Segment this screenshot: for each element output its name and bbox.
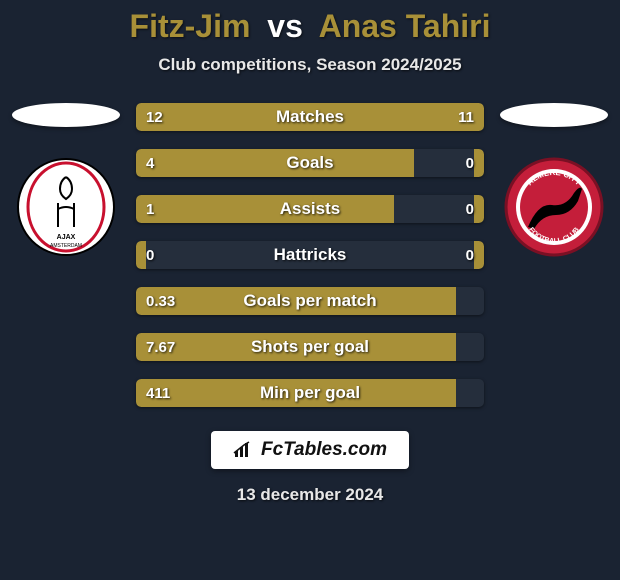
stat-row: 7.67Shots per goal xyxy=(136,333,484,361)
stat-bar-right xyxy=(317,103,484,131)
stat-row: 4Goals0 xyxy=(136,149,484,177)
main-content: AJAX AMSTERDAM 12Matches11 4Goals0 1Assist… xyxy=(0,103,620,407)
almere-city-badge-icon: ALMERE CITY FOOTBALL CLUB xyxy=(504,157,604,257)
left-club-badge: AJAX AMSTERDAM xyxy=(16,157,116,257)
right-club-badge: ALMERE CITY FOOTBALL CLUB xyxy=(504,157,604,257)
ajax-badge-icon: AJAX AMSTERDAM xyxy=(16,157,116,257)
right-country-flag xyxy=(500,103,608,127)
svg-text:AMSTERDAM: AMSTERDAM xyxy=(50,243,82,249)
left-country-flag xyxy=(12,103,120,127)
player2-name: Anas Tahiri xyxy=(319,8,491,44)
stats-column: 12Matches11 4Goals0 1Assists0 0Hattricks0 0.… xyxy=(136,103,484,407)
stat-row: 1Assists0 xyxy=(136,195,484,223)
stat-bar-left xyxy=(136,103,317,131)
stat-bar-left xyxy=(136,287,456,315)
stat-bar-right xyxy=(474,149,484,177)
stat-row: 0.33Goals per match xyxy=(136,287,484,315)
stat-bar-right xyxy=(474,195,484,223)
stat-row: 0Hattricks0 xyxy=(136,241,484,269)
right-side: ALMERE CITY FOOTBALL CLUB xyxy=(494,103,614,257)
date-text: 13 december 2024 xyxy=(237,485,384,505)
player1-name: Fitz-Jim xyxy=(130,8,251,44)
comparison-title: Fitz-Jim vs Anas Tahiri xyxy=(0,8,620,45)
stat-bar-left xyxy=(136,195,394,223)
svg-text:AJAX: AJAX xyxy=(57,234,76,241)
vs-text: vs xyxy=(267,8,303,44)
stat-row: 12Matches11 xyxy=(136,103,484,131)
stat-bar-left xyxy=(136,379,456,407)
subtitle: Club competitions, Season 2024/2025 xyxy=(0,55,620,75)
left-side: AJAX AMSTERDAM xyxy=(6,103,126,257)
stat-bar-right xyxy=(474,241,484,269)
stat-bar-left xyxy=(136,333,456,361)
stat-label: Hattricks xyxy=(136,241,484,269)
bar-chart-icon xyxy=(233,441,255,459)
brand-text: FcTables.com xyxy=(261,439,387,461)
brand-box[interactable]: FcTables.com xyxy=(211,431,409,469)
footer: FcTables.com 13 december 2024 xyxy=(0,431,620,505)
stat-bar-left xyxy=(136,241,146,269)
stat-bar-left xyxy=(136,149,414,177)
stat-row: 411Min per goal xyxy=(136,379,484,407)
